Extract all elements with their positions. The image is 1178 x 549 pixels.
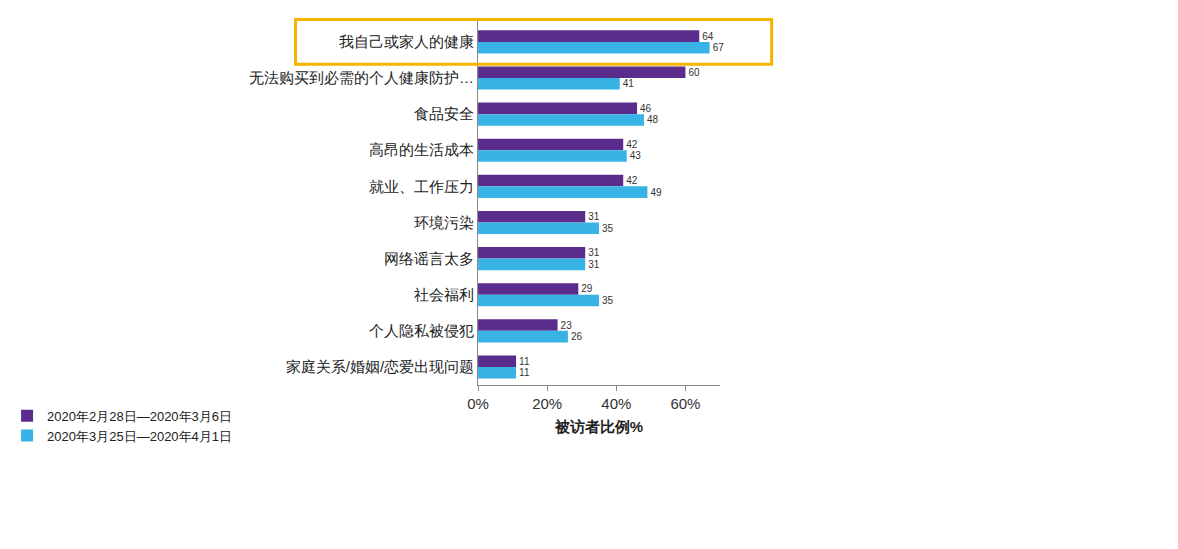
svg-text:42: 42 <box>626 139 638 150</box>
svg-text:35: 35 <box>602 295 614 306</box>
svg-text:35: 35 <box>602 223 614 234</box>
svg-text:67: 67 <box>713 42 725 53</box>
svg-text:49: 49 <box>650 187 662 198</box>
svg-text:41: 41 <box>623 78 635 89</box>
svg-text:个人隐私被侵犯: 个人隐私被侵犯 <box>369 322 474 339</box>
svg-text:2020年3月25日—2020年4月1日: 2020年3月25日—2020年4月1日 <box>47 429 232 444</box>
svg-text:31: 31 <box>588 247 600 258</box>
svg-text:31: 31 <box>588 259 600 270</box>
svg-text:家庭关系/婚姻/恋爱出现问题: 家庭关系/婚姻/恋爱出现问题 <box>286 358 474 375</box>
svg-text:网络谣言太多: 网络谣言太多 <box>384 250 474 267</box>
svg-text:高昂的生活成本: 高昂的生活成本 <box>369 141 474 158</box>
svg-text:60: 60 <box>688 67 700 78</box>
svg-text:环境污染: 环境污染 <box>414 214 474 231</box>
svg-text:23: 23 <box>561 320 573 331</box>
svg-text:0%: 0% <box>467 395 489 412</box>
svg-text:46: 46 <box>640 103 652 114</box>
svg-text:48: 48 <box>647 114 659 125</box>
svg-text:40%: 40% <box>601 395 631 412</box>
svg-text:31: 31 <box>588 211 600 222</box>
svg-text:20%: 20% <box>532 395 562 412</box>
svg-text:43: 43 <box>630 150 642 161</box>
svg-text:2020年2月28日—2020年3月6日: 2020年2月28日—2020年3月6日 <box>47 409 232 424</box>
svg-text:被访者比例%: 被访者比例% <box>554 418 643 435</box>
svg-text:食品安全: 食品安全 <box>414 105 474 122</box>
svg-text:社会福利: 社会福利 <box>414 286 474 303</box>
svg-text:42: 42 <box>626 175 638 186</box>
svg-text:26: 26 <box>571 331 583 342</box>
svg-text:60%: 60% <box>670 395 700 412</box>
svg-text:就业、工作压力: 就业、工作压力 <box>369 178 474 195</box>
svg-text:11: 11 <box>519 367 530 378</box>
svg-text:11: 11 <box>519 356 530 367</box>
svg-text:29: 29 <box>581 283 593 294</box>
svg-text:无法购买到必需的个人健康防护…: 无法购买到必需的个人健康防护… <box>249 69 474 86</box>
svg-text:我自己或家人的健康: 我自己或家人的健康 <box>339 33 474 50</box>
svg-text:64: 64 <box>702 31 714 42</box>
